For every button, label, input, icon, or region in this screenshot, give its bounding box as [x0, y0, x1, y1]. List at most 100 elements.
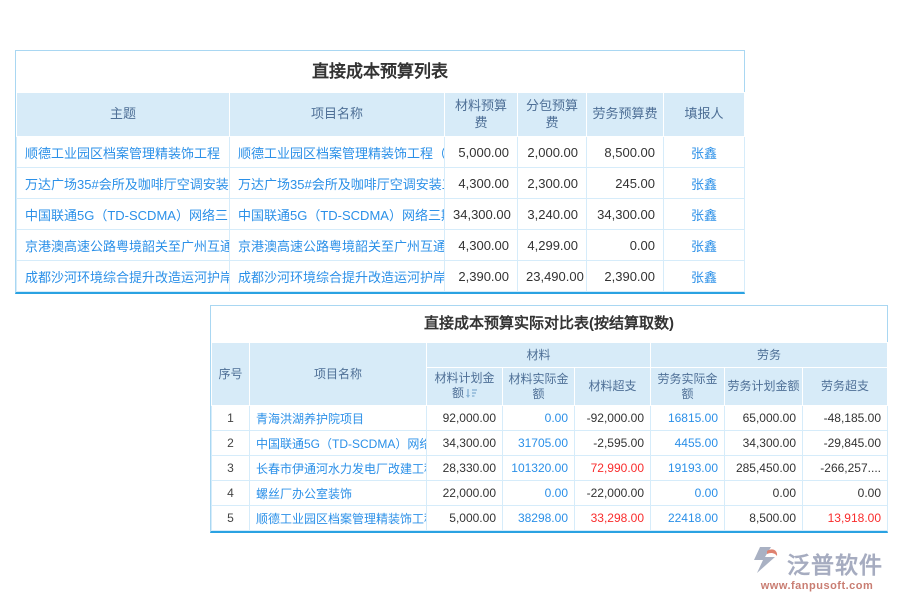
material-actual-cell: 101320.00	[502, 455, 575, 481]
col-header-labor-plan: 劳务计划金额	[724, 367, 803, 406]
labor-plan-cell: 8,500.00	[724, 505, 803, 531]
fanpu-logo: 泛普软件 www.fanpusoft.com	[742, 545, 892, 592]
compare-group-header-row: 序号 项目名称 材料 劳务	[211, 342, 888, 406]
material-plan-cell: 28,330.00	[426, 455, 503, 481]
labor-budget-cell: 34,300.00	[586, 198, 664, 230]
subject-link[interactable]: 成都沙河环境综合提升改造运河护岸...	[16, 260, 230, 292]
project-link[interactable]: 京港澳高速公路粤境韶关至广州互通...	[229, 229, 445, 261]
labor-budget-cell: 8,500.00	[586, 136, 664, 168]
compare-sub-header-row: 材料计划金额 材料实际金额 材料超支 劳务实际金额 劳务计划金额 劳务超支	[212, 367, 888, 406]
table-row: 4 螺丝厂办公室装饰 22,000.00 0.00 -22,000.00 0.0…	[211, 480, 888, 506]
labor-budget-cell: 2,390.00	[586, 260, 664, 292]
seq-cell: 2	[211, 430, 250, 456]
col-header-material-over: 材料超支	[574, 367, 651, 406]
project-link[interactable]: 螺丝厂办公室装饰	[249, 480, 427, 506]
col-header-material-plan[interactable]: 材料计划金额	[426, 367, 503, 406]
subcontract-budget-cell: 23,490.00	[517, 260, 587, 292]
subject-link[interactable]: 顺德工业园区档案管理精装饰工程（...	[16, 136, 230, 168]
table-row: 中国联通5G（TD-SCDMA）网络三... 中国联通5G（TD-SCDMA）网…	[16, 198, 745, 230]
subcontract-budget-cell: 3,240.00	[517, 198, 587, 230]
reporter-link[interactable]: 张鑫	[663, 260, 745, 292]
material-plan-cell: 92,000.00	[426, 405, 503, 431]
budget-list-table: 主题 项目名称 材料预算费 分包预算费 劳务预算费 填报人 顺德工业园区档案管理…	[16, 92, 745, 292]
seq-cell: 5	[211, 505, 250, 531]
col-header-seq: 序号	[211, 342, 250, 406]
subject-link[interactable]: 万达广场35#会所及咖啡厅空调安装...	[16, 167, 230, 199]
col-header-labor-over: 劳务超支	[802, 367, 888, 406]
material-plan-cell: 34,300.00	[426, 430, 503, 456]
table-row: 3 长春市伊通河水力发电厂改建工程 28,330.00 101320.00 72…	[211, 455, 888, 481]
labor-budget-cell: 0.00	[586, 229, 664, 261]
labor-actual-cell: 4455.00	[650, 430, 725, 456]
material-actual-cell: 0.00	[502, 405, 575, 431]
table-row: 5 顺德工业园区档案管理精装饰工程 5,000.00 38298.00 33,2…	[211, 505, 888, 531]
col-header-project: 项目名称	[229, 92, 445, 137]
reporter-link[interactable]: 张鑫	[663, 198, 745, 230]
material-budget-cell: 4,300.00	[444, 229, 518, 261]
labor-actual-cell: 22418.00	[650, 505, 725, 531]
reporter-link[interactable]: 张鑫	[663, 167, 745, 199]
project-link[interactable]: 成都沙河环境综合提升改造运河护岸...	[229, 260, 445, 292]
material-plan-cell: 22,000.00	[426, 480, 503, 506]
project-link[interactable]: 万达广场35#会所及咖啡厅空调安装工程	[229, 167, 445, 199]
material-actual-cell: 0.00	[502, 480, 575, 506]
table-row: 京港澳高速公路粤境韶关至广州互通... 京港澳高速公路粤境韶关至广州互通... …	[16, 229, 745, 261]
seq-cell: 4	[211, 480, 250, 506]
reporter-link[interactable]: 张鑫	[663, 229, 745, 261]
seq-cell: 3	[211, 455, 250, 481]
material-budget-cell: 2,390.00	[444, 260, 518, 292]
budget-compare-panel: 直接成本预算实际对比表(按结算取数) 序号 项目名称 材料 劳务 材料计划金额 …	[210, 305, 888, 533]
budget-compare-title: 直接成本预算实际对比表(按结算取数)	[424, 315, 674, 332]
reporter-link[interactable]: 张鑫	[663, 136, 745, 168]
col-header-labor-budget: 劳务预算费	[586, 92, 664, 137]
labor-plan-cell: 65,000.00	[724, 405, 803, 431]
table-row: 成都沙河环境综合提升改造运河护岸... 成都沙河环境综合提升改造运河护岸... …	[16, 260, 745, 292]
labor-over-cell: -29,845.00	[802, 430, 888, 456]
group-header-material: 材料	[426, 342, 651, 368]
material-actual-cell: 38298.00	[502, 505, 575, 531]
table-row: 1 青海洪湖养护院项目 92,000.00 0.00 -92,000.00 16…	[211, 405, 888, 431]
labor-actual-cell: 0.00	[650, 480, 725, 506]
labor-over-cell: 13,918.00	[802, 505, 888, 531]
sort-amount-icon[interactable]	[466, 387, 477, 402]
labor-over-cell: -48,185.00	[802, 405, 888, 431]
material-over-cell: -92,000.00	[574, 405, 651, 431]
material-over-cell: 33,298.00	[574, 505, 651, 531]
labor-budget-cell: 245.00	[586, 167, 664, 199]
subject-link[interactable]: 中国联通5G（TD-SCDMA）网络三...	[16, 198, 230, 230]
labor-actual-cell: 16815.00	[650, 405, 725, 431]
labor-plan-cell: 34,300.00	[724, 430, 803, 456]
subcontract-budget-cell: 2,300.00	[517, 167, 587, 199]
budget-compare-table: 序号 项目名称 材料 劳务 材料计划金额 材料实际金额 材料超支 劳务实际金额 …	[211, 342, 888, 531]
project-link[interactable]: 顺德工业园区档案管理精装饰工程（...	[229, 136, 445, 168]
project-link[interactable]: 青海洪湖养护院项目	[249, 405, 427, 431]
material-plan-cell: 5,000.00	[426, 505, 503, 531]
project-link[interactable]: 长春市伊通河水力发电厂改建工程	[249, 455, 427, 481]
table-row: 2 中国联通5G（TD-SCDMA）网络三 34,300.00 31705.00…	[211, 430, 888, 456]
project-link[interactable]: 中国联通5G（TD-SCDMA）网络三	[249, 430, 427, 456]
col-header-reporter: 填报人	[663, 92, 745, 137]
material-budget-cell: 34,300.00	[444, 198, 518, 230]
material-actual-cell: 31705.00	[502, 430, 575, 456]
table-row: 顺德工业园区档案管理精装饰工程（... 顺德工业园区档案管理精装饰工程（... …	[16, 136, 745, 168]
material-over-cell: -22,000.00	[574, 480, 651, 506]
budget-list-panel: 直接成本预算列表 主题 项目名称 材料预算费 分包预算费 劳务预算费 填报人 顺…	[15, 50, 745, 294]
group-header-labor: 劳务	[650, 342, 888, 368]
col-header-material-actual: 材料实际金额	[502, 367, 575, 406]
subcontract-budget-cell: 2,000.00	[517, 136, 587, 168]
logo-url: www.fanpusoft.com	[760, 580, 874, 592]
material-over-cell: 72,990.00	[574, 455, 651, 481]
budget-list-title: 直接成本预算列表	[312, 62, 448, 81]
col-header-subject: 主题	[16, 92, 230, 137]
col-header-subcontract-budget: 分包预算费	[517, 92, 587, 137]
col-header-labor-actual: 劳务实际金额	[650, 367, 725, 406]
logo-text: 泛普软件	[787, 551, 883, 578]
col-header-project: 项目名称	[249, 342, 427, 406]
table-row: 万达广场35#会所及咖啡厅空调安装... 万达广场35#会所及咖啡厅空调安装工程…	[16, 167, 745, 199]
labor-over-cell: -266,257....	[802, 455, 888, 481]
subject-link[interactable]: 京港澳高速公路粤境韶关至广州互通...	[16, 229, 230, 261]
labor-actual-cell: 19193.00	[650, 455, 725, 481]
budget-list-header-row: 主题 项目名称 材料预算费 分包预算费 劳务预算费 填报人	[16, 92, 745, 137]
project-link[interactable]: 中国联通5G（TD-SCDMA）网络三期...	[229, 198, 445, 230]
project-link[interactable]: 顺德工业园区档案管理精装饰工程	[249, 505, 427, 531]
